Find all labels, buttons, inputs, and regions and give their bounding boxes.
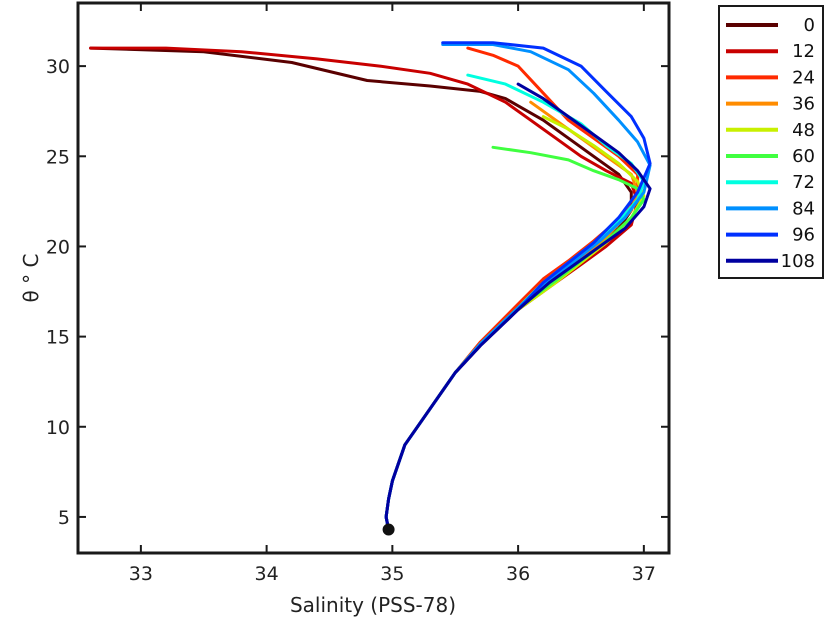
legend-label-48: 48	[792, 120, 815, 141]
legend-label-72: 72	[792, 172, 815, 193]
x-tick-label: 34	[255, 563, 279, 585]
legend-items: 0 12 24 36 48 60 72 84 96 108	[726, 15, 815, 272]
series-line-108	[384, 82, 652, 532]
y-tick-label: 20	[46, 236, 70, 258]
y-axis-label: θ ° C	[19, 254, 43, 303]
marker-layer	[382, 523, 395, 536]
legend-label-24: 24	[792, 67, 815, 88]
y-tick-label: 10	[46, 417, 70, 439]
x-tick-label: 33	[129, 563, 153, 585]
legend-label-84: 84	[792, 198, 815, 219]
legend-label-60: 60	[792, 146, 815, 167]
legend-label-108: 108	[781, 251, 815, 272]
x-tick-label: 37	[632, 563, 656, 585]
y-tick-label: 5	[58, 507, 70, 529]
plot-background	[78, 3, 669, 553]
legend-label-96: 96	[792, 225, 815, 246]
x-axis-label: Salinity (PSS-78)	[290, 593, 456, 617]
legend-label-36: 36	[792, 94, 815, 115]
endpoint-marker	[382, 523, 395, 536]
x-tick-label: 35	[380, 563, 404, 585]
x-tick-label: 36	[506, 563, 530, 585]
plot-frame	[76, 1, 671, 555]
tick-layer: 33 34 35 36 37 5 10 15 20 25 30	[46, 3, 669, 585]
legend-label-12: 12	[792, 41, 815, 62]
y-tick-label: 25	[46, 146, 70, 168]
series-layer	[89, 41, 652, 532]
y-tick-label: 15	[46, 327, 70, 349]
y-tick-label: 30	[46, 56, 70, 78]
legend: 0 12 24 36 48 60 72 84 96 108	[718, 5, 824, 279]
legend-label-0: 0	[804, 15, 815, 36]
